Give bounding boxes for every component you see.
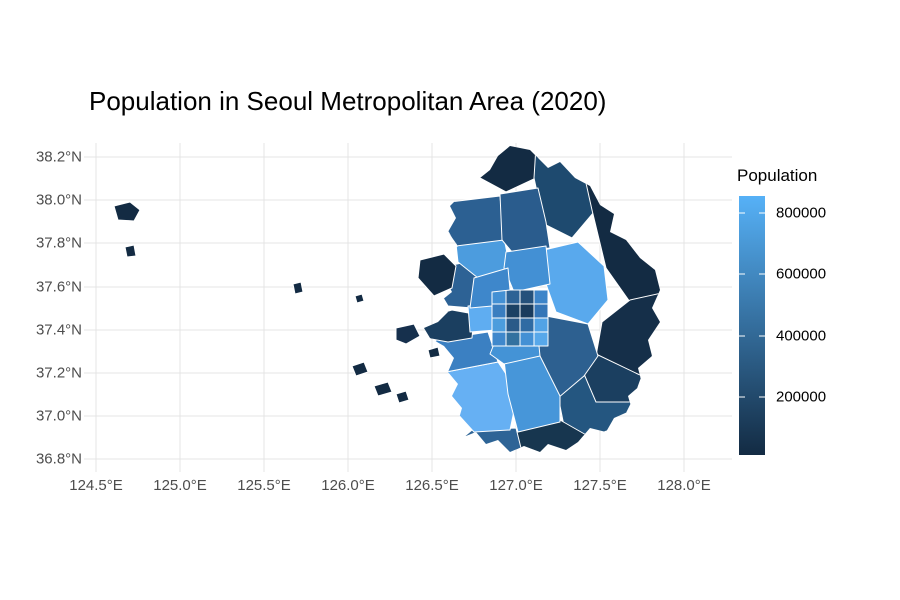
island-region: [373, 381, 393, 397]
x-axis-tick-label: 125.5°E: [237, 477, 291, 494]
y-axis-tick-label: 36.8°N: [35, 450, 82, 468]
map-region: [533, 289, 549, 305]
map-region: [519, 289, 535, 305]
map-region: [491, 331, 507, 347]
mainland-districts: [424, 146, 660, 452]
page-title: Population in Seoul Metropolitan Area (2…: [89, 86, 607, 116]
map-region: [505, 317, 521, 333]
legend-tick-label: 800000: [776, 204, 827, 222]
y-axis-tick-label: 37.6°N: [35, 278, 82, 296]
legend-tick-label: 600000: [776, 265, 827, 283]
islands: [113, 201, 457, 404]
map-region: [491, 317, 507, 333]
legend-title: Population: [737, 166, 818, 185]
map-region: [505, 289, 521, 305]
map-region: [477, 146, 541, 193]
y-axis-tick-label: 37.0°N: [35, 407, 82, 425]
map-region: [519, 303, 535, 319]
y-axis-tick-label: 37.8°N: [35, 234, 82, 252]
x-axis-tick-label: 125.0°E: [153, 477, 207, 494]
map-region: [533, 317, 549, 333]
map-region: [443, 195, 505, 247]
map-region: [499, 187, 551, 253]
island-region: [354, 293, 365, 304]
map-region: [424, 309, 475, 343]
x-axis-tick-label: 126.0°E: [321, 477, 375, 494]
y-axis-tick-label: 38.0°N: [35, 191, 82, 209]
legend-colorbar: [739, 196, 765, 455]
island-region: [124, 244, 137, 258]
map-region: [519, 317, 535, 333]
map-region: [519, 331, 535, 347]
x-axis-tick-label: 124.5°E: [69, 477, 123, 494]
x-axis-tick-label: 128.0°E: [657, 477, 711, 494]
map-region: [459, 427, 523, 452]
map-region: [491, 303, 507, 319]
y-axis-tick-label: 37.4°N: [35, 321, 82, 339]
y-axis-tick-label: 37.2°N: [35, 364, 82, 382]
legend-tick-label: 400000: [776, 327, 827, 345]
legend-tick-label: 200000: [776, 388, 827, 406]
map-region: [533, 303, 549, 319]
map-region: [505, 303, 521, 319]
map-region: [505, 331, 521, 347]
island-region: [395, 323, 421, 345]
island-region: [292, 281, 304, 295]
x-axis-tick-label: 127.0°E: [489, 477, 543, 494]
island-region: [395, 390, 410, 404]
map-region: [503, 245, 551, 293]
y-axis-tick-label: 38.2°N: [35, 148, 82, 166]
map-region: [533, 331, 549, 347]
x-axis-tick-label: 126.5°E: [405, 477, 459, 494]
map-region: [469, 267, 511, 309]
island-region: [427, 346, 441, 359]
colorbar-gradient: [739, 196, 765, 455]
island-region: [417, 253, 457, 297]
map-region: [543, 241, 609, 325]
island-region: [351, 361, 369, 377]
x-axis-tick-label: 127.5°E: [573, 477, 627, 494]
island-region: [113, 201, 141, 222]
